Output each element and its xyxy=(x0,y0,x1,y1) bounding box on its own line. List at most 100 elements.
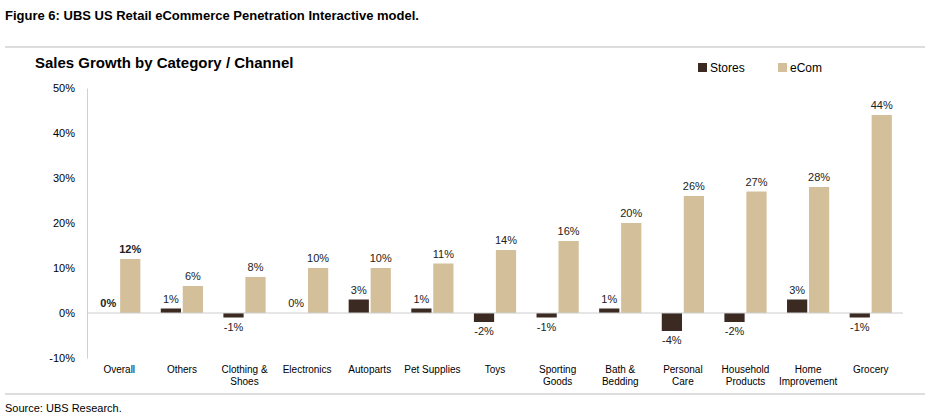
source: Source: UBS Research. xyxy=(5,402,122,414)
x-tick: Others xyxy=(167,364,197,375)
data-label: 11% xyxy=(433,248,454,260)
series xyxy=(120,115,892,313)
x-tick-label: Bath &Bedding xyxy=(602,364,639,387)
x-tick-label-line: Pet Supplies xyxy=(404,364,460,375)
bar xyxy=(474,313,494,322)
data-label: -2% xyxy=(725,325,745,337)
x-tick-label-line: Overall xyxy=(103,364,135,375)
data-label: 6% xyxy=(185,270,201,282)
x-tick-label-line: Goods xyxy=(543,376,572,387)
x-tick: HouseholdProducts xyxy=(722,364,770,387)
x-tick-label: Toys xyxy=(485,364,506,375)
data-label: -1% xyxy=(850,321,870,333)
bar xyxy=(183,286,203,313)
x-tick-label: Others xyxy=(167,364,197,375)
bar xyxy=(411,309,431,314)
y-tick: 40% xyxy=(53,127,87,139)
y-tick: -10% xyxy=(49,352,87,364)
figure-title: Figure 6: UBS US Retail eCommerce Penetr… xyxy=(5,8,419,23)
x-tick-label-line: Clothing & xyxy=(221,364,267,375)
x-tick-label-line: Home xyxy=(795,364,822,375)
zero-line xyxy=(87,313,903,314)
bar xyxy=(684,196,704,313)
x-tick-label-line: Bath & xyxy=(605,364,635,375)
bar xyxy=(746,192,766,314)
bar xyxy=(850,313,870,318)
y-tick-label: -10% xyxy=(49,352,75,364)
data-label: -2% xyxy=(474,325,494,337)
x-tick-label: Overall xyxy=(103,364,135,375)
bar xyxy=(662,313,682,331)
y-axis-line xyxy=(87,89,88,359)
data-label: 26% xyxy=(683,180,705,192)
x-tick-label-line: Toys xyxy=(485,364,506,375)
x-tick-label-line: Household xyxy=(722,364,770,375)
data-label: 0% xyxy=(100,297,116,309)
bar xyxy=(537,313,557,318)
bar xyxy=(349,300,369,314)
data-label: 8% xyxy=(248,261,264,273)
data-label: 20% xyxy=(620,207,642,219)
bar xyxy=(245,277,265,313)
x-tick-label-line: Autoparts xyxy=(348,364,391,375)
data-label: 16% xyxy=(558,225,580,237)
data-label: 27% xyxy=(745,176,767,188)
bar xyxy=(787,300,807,314)
x-tick-label: HouseholdProducts xyxy=(722,364,770,387)
y-tick: 20% xyxy=(53,217,87,229)
rule xyxy=(5,47,925,48)
x-tick: SportingGoods xyxy=(539,364,576,387)
x-tick-label: PersonalCare xyxy=(663,364,702,387)
x-tick-label-line: Shoes xyxy=(230,376,258,387)
bar xyxy=(621,223,641,313)
x-tick-label: Electronics xyxy=(283,364,332,375)
y-tick-label: 10% xyxy=(53,262,75,274)
rule xyxy=(5,394,925,395)
x-tick-label: HomeImprovement xyxy=(779,364,838,387)
legend-item: eCom xyxy=(778,61,822,75)
x-tick: Grocery xyxy=(853,364,889,375)
x-tick-label-line: Others xyxy=(167,364,197,375)
x-tick: Clothing &Shoes xyxy=(221,364,267,387)
y-tick-label: 50% xyxy=(53,82,75,94)
x-tick: PersonalCare xyxy=(663,364,702,387)
y-tick-label: 20% xyxy=(53,217,75,229)
legend-label: eCom xyxy=(790,61,822,75)
data-label: 14% xyxy=(495,234,517,246)
data-label: 28% xyxy=(808,171,830,183)
bar xyxy=(809,187,829,313)
legend: StoreseCom xyxy=(698,61,822,75)
x-tick-label-line: Care xyxy=(672,376,694,387)
bar xyxy=(872,115,892,313)
y-tick-label: 30% xyxy=(53,172,75,184)
x-tick-label-line: Sporting xyxy=(539,364,576,375)
x-axis: Overall Others Clothing &Shoes Electronics A… xyxy=(103,364,888,387)
x-tick: Pet Supplies xyxy=(404,364,460,375)
x-tick-label-line: Personal xyxy=(663,364,702,375)
data-label: 10% xyxy=(307,252,329,264)
x-tick-label-line: Improvement xyxy=(779,376,838,387)
x-tick-label: Clothing &Shoes xyxy=(221,364,267,387)
legend-swatch xyxy=(778,63,787,72)
bars xyxy=(120,115,892,331)
x-tick: Overall xyxy=(103,364,135,375)
x-tick-label-line: Grocery xyxy=(853,364,889,375)
x-tick-label: Grocery xyxy=(853,364,889,375)
x-tick: Autoparts xyxy=(348,364,391,375)
data-label: 1% xyxy=(163,293,179,305)
y-tick: 30% xyxy=(53,172,87,184)
data-label: 0% xyxy=(288,297,304,309)
bar xyxy=(724,313,744,322)
bar xyxy=(559,241,579,313)
data-label: -1% xyxy=(224,321,244,333)
data-label: 12% xyxy=(119,243,141,255)
data-label: -4% xyxy=(662,334,682,346)
x-tick: Bath &Bedding xyxy=(602,364,639,387)
x-tick-label: Autoparts xyxy=(348,364,391,375)
bar xyxy=(161,309,181,314)
data-label: 3% xyxy=(789,284,805,296)
y-axis: -10%0%10%20%30%40%50% xyxy=(49,82,87,364)
x-tick: Electronics xyxy=(283,364,332,375)
data-label: 44% xyxy=(871,99,893,111)
y-tick: 10% xyxy=(53,262,87,274)
